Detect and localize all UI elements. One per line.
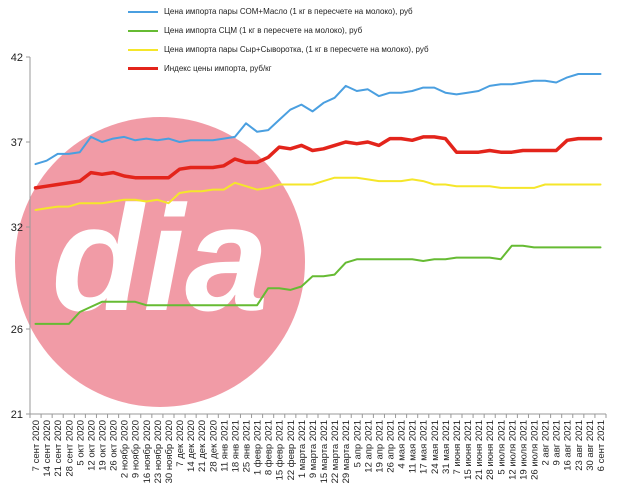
x-tick-label: 23 авг 2021	[574, 420, 585, 471]
x-tick-label: 12 апр 2021	[363, 420, 374, 473]
x-tick-label: 12 окт 2020	[86, 420, 97, 471]
axes: 21 26 32 37 42 7 сент 2020 14 сент 2020 21 сент…	[11, 52, 607, 483]
x-tick-label: 28 дек 2020	[208, 420, 219, 472]
x-tick-label: 2 ноябр 2020	[120, 420, 131, 478]
svg-text:dia: dia	[52, 174, 269, 342]
x-tick-label: 14 дек 2020	[186, 420, 197, 472]
x-tick-label: 21 сент 2020	[53, 420, 64, 477]
x-tick-label: 15 марта 2021	[319, 420, 330, 483]
x-tick-label: 5 окт 2020	[75, 420, 86, 466]
x-tick-label: 9 авг 2021	[552, 420, 563, 466]
legend-label: Цена импорта СЦМ (1 кг в пересчете на мо…	[164, 26, 363, 35]
x-tick-label: 8 февр 2021	[264, 420, 275, 475]
x-tick-label: 1 марта 2021	[297, 420, 308, 478]
series-line-2	[34, 176, 602, 211]
x-tick-label: 30 авг 2021	[585, 420, 596, 471]
dia-logo-watermark: dia	[15, 117, 305, 407]
x-tick-label: 23 ноябр 2020	[153, 420, 164, 483]
x-tick-label: 12 июля 2021	[507, 420, 518, 480]
legend-swatch	[128, 29, 158, 32]
x-tick-label: 5 июля 2021	[496, 420, 507, 475]
x-tick-label: 14 сент 2020	[42, 420, 53, 477]
x-tick-label: 9 марта 2021	[308, 420, 319, 478]
legend-item: Индекс цены импорта, руб/кг	[128, 59, 429, 78]
x-tick-label: 11 мая 2021	[408, 420, 419, 473]
x-tick-label: 25 янв 2021	[242, 420, 253, 472]
legend-label: Цена импорта пары Сыр+Сыворотка, (1 кг в…	[164, 45, 429, 54]
x-tick-label: 11 янв 2021	[219, 420, 230, 472]
legend-swatch	[128, 48, 158, 51]
series-line-0	[34, 73, 602, 166]
x-tick-label: 5 апр 2021	[352, 420, 363, 467]
legend-item: Цена импорта пары Сыр+Сыворотка, (1 кг в…	[128, 40, 429, 59]
x-tick-label: 4 мая 2021	[397, 420, 408, 469]
x-tick-label: 28 сент 2020	[64, 420, 75, 477]
x-tick-label: 22 марта 2021	[330, 420, 341, 483]
x-tick-label: 29 марта 2021	[341, 420, 352, 483]
x-tick-label: 9 ноябр 2020	[131, 420, 142, 478]
x-tick-label: 15 февр 2021	[275, 420, 286, 480]
y-tick-label: 32	[11, 222, 23, 234]
series-line-1	[34, 244, 602, 325]
x-tick-label: 28 июня 2021	[485, 420, 496, 480]
x-tick-label: 24 мая 2021	[430, 420, 441, 474]
x-tick-label: 17 мая 2021	[419, 420, 430, 474]
series-line-3	[33, 135, 603, 190]
x-tick-label: 26 окт 2020	[109, 420, 120, 471]
x-tick-label: 19 окт 2020	[98, 420, 109, 471]
x-tick-label: 26 апр 2021	[386, 420, 397, 473]
y-tick-label: 26	[11, 324, 23, 336]
x-tick-label: 30 ноябр 2020	[164, 420, 175, 483]
x-tick-label: 21 июня 2021	[474, 420, 485, 480]
x-tick-label: 7 дек 2020	[175, 420, 186, 467]
x-tick-label: 19 июля 2021	[518, 420, 529, 480]
x-tick-label: 21 дек 2020	[197, 420, 208, 472]
x-tick-label: 2 авг 2021	[541, 420, 552, 466]
x-tick-label: 16 авг 2021	[563, 420, 574, 471]
x-tick-label: 16 ноябр 2020	[142, 420, 153, 483]
y-tick-label: 42	[11, 52, 23, 64]
x-tick-label: 31 мая 2021	[441, 420, 452, 474]
x-tick-label: 19 апр 2021	[374, 420, 385, 473]
x-tick-label: 22 февр 2021	[286, 420, 297, 480]
legend-label: Индекс цены импорта, руб/кг	[164, 64, 272, 73]
series-layer	[33, 73, 603, 325]
legend-swatch	[128, 10, 158, 13]
y-tick-label: 37	[11, 137, 23, 149]
x-tick-label: 15 июня 2021	[463, 420, 474, 480]
legend-label: Цена импорта пары СОМ+Масло (1 кг в пере…	[164, 7, 413, 16]
x-tick-label: 7 сент 2020	[31, 420, 42, 471]
x-tick-label: 18 янв 2021	[230, 420, 241, 472]
x-tick-label: 1 февр 2021	[253, 420, 264, 475]
legend-swatch	[128, 67, 158, 70]
legend-item: Цена импорта пары СОМ+Масло (1 кг в пере…	[128, 2, 429, 21]
x-tick-label: 7 июня 2021	[452, 420, 463, 475]
x-tick-label: 26 июля 2021	[530, 420, 541, 480]
x-tick-label: 6 сент 2021	[596, 420, 607, 471]
y-tick-label: 21	[11, 409, 23, 421]
legend-item: Цена импорта СЦМ (1 кг в пересчете на мо…	[128, 21, 429, 40]
legend: Цена импорта пары СОМ+Масло (1 кг в пере…	[128, 2, 429, 78]
